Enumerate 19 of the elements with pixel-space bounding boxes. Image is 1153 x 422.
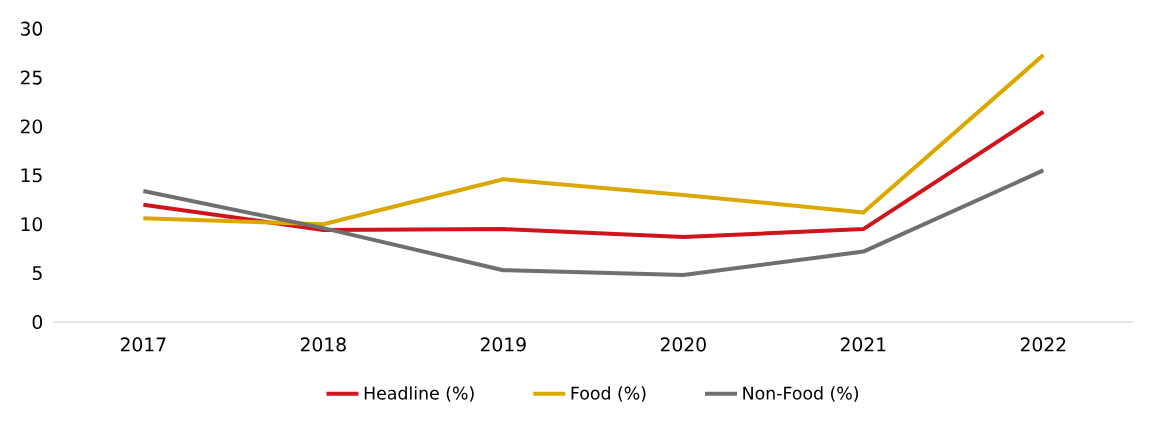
y-tick-label: 0 bbox=[32, 314, 43, 330]
x-tick-label: 2022 bbox=[1020, 337, 1066, 352]
legend-label: Non-Food (%) bbox=[743, 386, 859, 402]
line-series bbox=[141, 109, 1046, 239]
x-tick-label: 2020 bbox=[660, 337, 706, 352]
y-tick-label: 10 bbox=[21, 217, 43, 232]
legend-label: Headline (%) bbox=[364, 386, 474, 402]
x-tick-label: 2021 bbox=[840, 337, 886, 352]
line-series bbox=[141, 168, 1046, 278]
y-tick-label: 15 bbox=[21, 168, 42, 183]
legend-label: Food (%) bbox=[571, 386, 646, 402]
y-tick-label: 30 bbox=[20, 21, 43, 36]
y-tick-label: 25 bbox=[20, 70, 42, 85]
x-tick-label: 2018 bbox=[300, 337, 346, 352]
line-series bbox=[141, 53, 1046, 227]
y-tick-label: 20 bbox=[20, 119, 43, 134]
y-tick-label: 5 bbox=[32, 266, 42, 281]
x-tick-label: 2017 bbox=[120, 337, 166, 352]
x-tick-label: 2019 bbox=[480, 337, 526, 352]
